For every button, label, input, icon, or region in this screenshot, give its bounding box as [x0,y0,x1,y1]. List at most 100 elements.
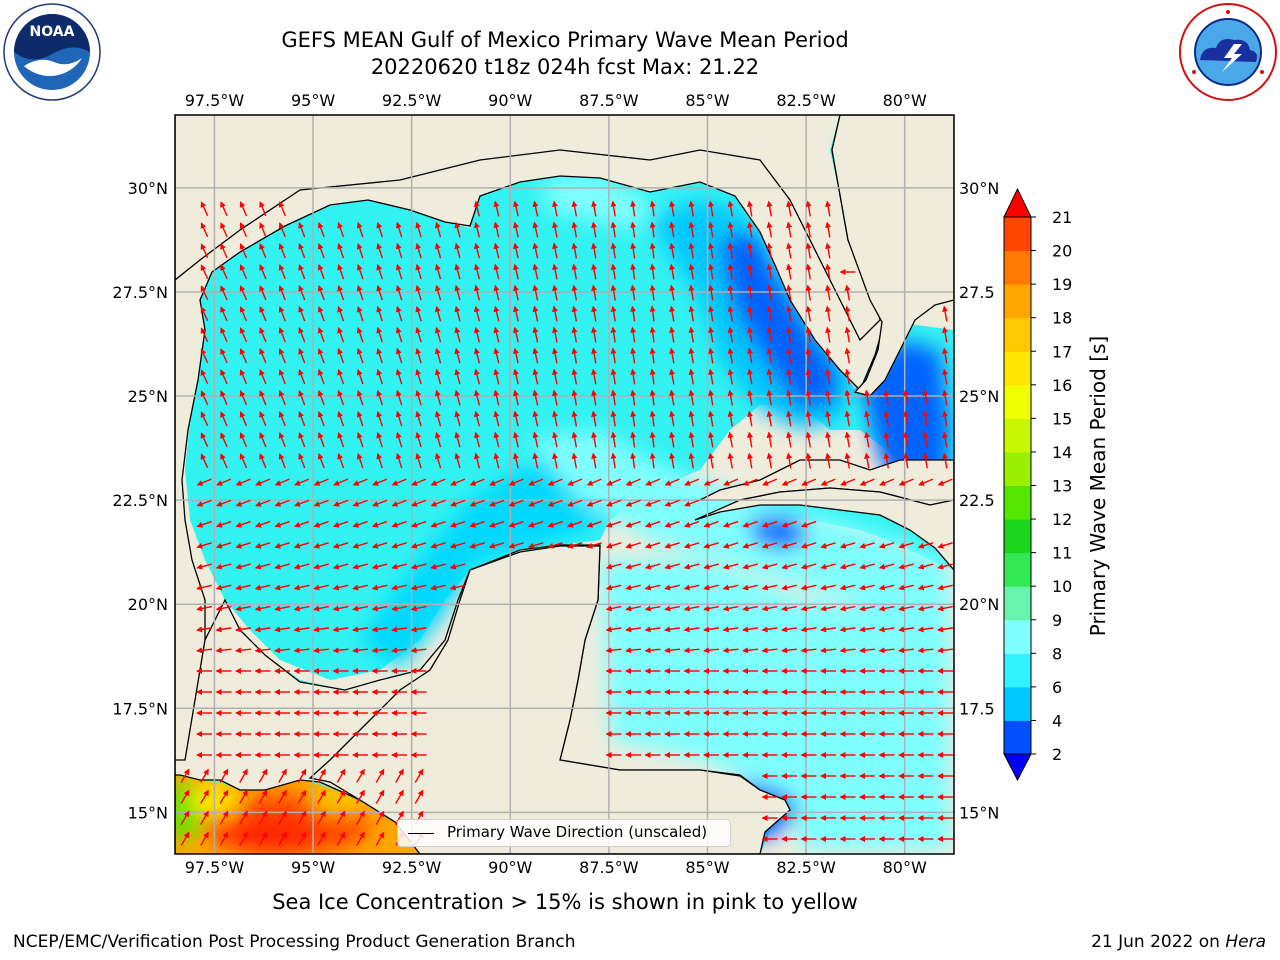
wave-arrow [688,200,695,217]
wave-arrow [493,263,500,280]
wave-arrow [356,263,364,280]
wave-arrow [552,410,558,427]
wave-arrow [200,789,209,804]
wave-arrow [883,389,890,406]
wave-arrow [434,263,442,280]
wave-arrow [766,242,773,259]
wave-arrow [332,584,349,591]
wave-arrow [298,327,306,343]
wave-arrow [664,584,680,591]
wave-arrow [727,410,734,427]
wave-arrow [278,222,286,238]
wave-arrow [844,452,851,469]
wave-arrow [434,452,442,469]
wave-arrow [298,264,306,280]
wave-arrow [239,411,248,427]
wave-arrow [415,242,422,259]
wave-arrow [532,431,539,448]
wave-arrow [625,499,641,507]
wave-arrow [644,647,661,654]
wave-arrow [259,264,267,280]
wave-arrow [356,831,365,846]
wave-arrow [508,499,524,507]
wave-arrow [395,368,403,385]
wave-arrow [649,389,656,406]
wave-arrow [844,410,851,427]
wave-arrow [415,263,422,280]
wave-arrow [591,284,598,301]
wave-arrow [196,542,212,549]
wave-arrow [625,626,642,633]
wave-arrow [239,285,248,301]
wave-arrow [922,431,929,448]
wave-arrow [781,563,797,570]
wave-arrow [878,605,895,612]
colorbar-tick-label: 18 [1052,309,1072,328]
wave-arrow [528,478,544,486]
wave-arrow [722,626,739,633]
wave-arrow [591,347,598,364]
wave-arrow [664,499,680,507]
lat-tick-label-left: 15°N [128,803,168,822]
wave-arrow [196,626,213,633]
wave-arrow [513,326,519,343]
wave-arrow [337,305,345,322]
colorbar-extend-under [1003,753,1032,782]
wave-arrow [839,584,856,591]
wave-arrow [669,221,676,238]
wave-arrow [255,478,271,486]
wave-arrow [473,452,481,469]
wave-arrow [820,584,836,591]
wave-arrow [571,389,578,406]
wave-arrow [781,584,797,591]
wave-arrow [571,242,578,259]
wave-arrow [220,390,228,406]
wave-arrow [825,368,832,385]
wave-arrow [644,563,661,570]
wave-arrow [259,348,267,364]
wave-arrow [664,647,681,654]
wave-arrow [200,411,209,427]
wave-arrow [649,242,656,259]
wave-arrow [278,285,286,301]
wave-arrow [254,584,271,591]
wave-arrow [259,411,267,427]
wave-arrow [591,263,598,280]
wave-arrow [527,542,544,549]
wave-arrow [859,478,875,486]
wave-arrow [820,605,837,612]
wave-arrow [376,410,383,427]
wave-arrow [527,520,544,528]
wave-arrow [630,347,637,364]
wave-arrow [332,647,349,654]
wave-arrow [571,326,578,343]
wave-arrow [239,264,248,280]
wave-arrow [552,431,558,448]
wave-arrow [800,626,817,633]
wave-arrow [859,584,875,591]
wave-arrow [722,605,739,612]
wave-arrow [727,263,734,280]
wave-arrow [219,831,229,846]
wave-arrow [352,542,368,549]
wave-arrow [552,263,558,280]
wave-arrow [493,431,500,448]
wave-arrow [235,499,251,507]
wave-arrow [610,326,617,343]
wave-arrow [376,284,383,301]
wave-arrow [220,243,228,259]
wave-arrow [825,431,832,448]
wave-arrow [937,542,953,549]
wave-arrow [761,626,778,633]
wave-arrow [937,605,954,612]
wave-arrow [200,390,209,406]
wave-arrow [274,499,290,507]
wave-arrow [235,605,252,612]
wave-arrow [918,478,934,486]
wave-arrow [372,499,388,507]
wave-arrow [805,431,812,448]
wave-arrow [688,284,695,301]
wave-arrow [840,478,856,486]
wave-arrow [336,831,346,846]
wave-arrow [317,432,325,448]
